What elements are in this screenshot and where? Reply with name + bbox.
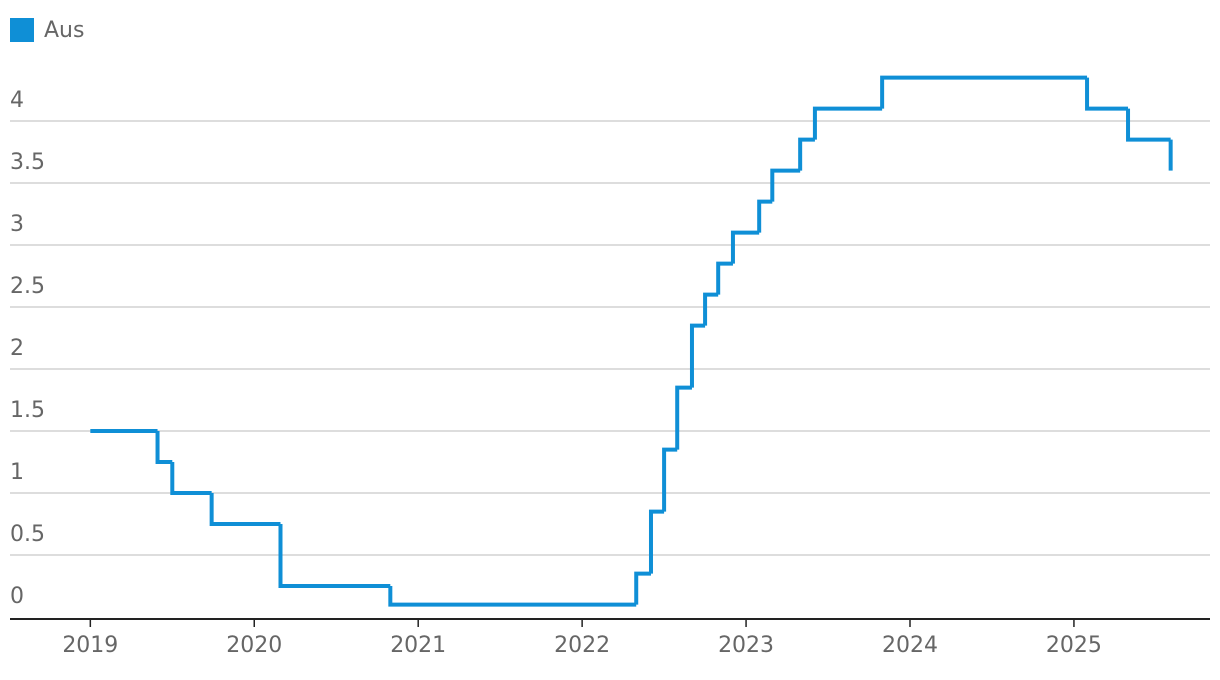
y-tick-label: 0 [10, 584, 24, 609]
step-segment [757, 199, 773, 233]
step-segment [634, 571, 651, 605]
step-segment [730, 230, 760, 264]
y-tick-label: 2.5 [10, 274, 45, 299]
x-tick-label: 2023 [718, 633, 774, 658]
step-segment [648, 509, 665, 574]
step-segment [170, 462, 212, 495]
step-segment [155, 431, 173, 464]
step-segment [675, 385, 692, 450]
step-segment [880, 75, 1088, 109]
y-tick-label: 1 [10, 460, 24, 485]
y-tick-label: 2 [10, 336, 24, 361]
step-segment [703, 292, 719, 326]
y-tick-label: 3.5 [10, 150, 45, 175]
x-tick-label: 2024 [882, 633, 938, 658]
step-segment [388, 586, 637, 607]
x-tick-label: 2025 [1046, 633, 1102, 658]
step-segment [770, 168, 801, 202]
y-tick-label: 3 [10, 212, 24, 237]
legend-swatch [10, 18, 34, 42]
y-tick-label: 4 [10, 88, 24, 113]
step-segment [812, 106, 883, 140]
step-segment [1126, 108, 1171, 142]
x-tick-label: 2019 [62, 633, 118, 658]
step-segment [689, 323, 706, 388]
legend-label: Aus [44, 18, 84, 43]
x-tick-label: 2021 [390, 633, 446, 658]
step-segment [662, 447, 678, 512]
x-tick-label: 2020 [226, 633, 282, 658]
step-segment [209, 493, 281, 526]
y-tick-label: 0.5 [10, 522, 45, 547]
step-segment [716, 261, 733, 295]
step-segment [278, 524, 391, 588]
step-segment [798, 137, 815, 171]
step-segment [1085, 77, 1129, 111]
x-tick-label: 2022 [554, 633, 610, 658]
y-tick-label: 1.5 [10, 398, 45, 423]
